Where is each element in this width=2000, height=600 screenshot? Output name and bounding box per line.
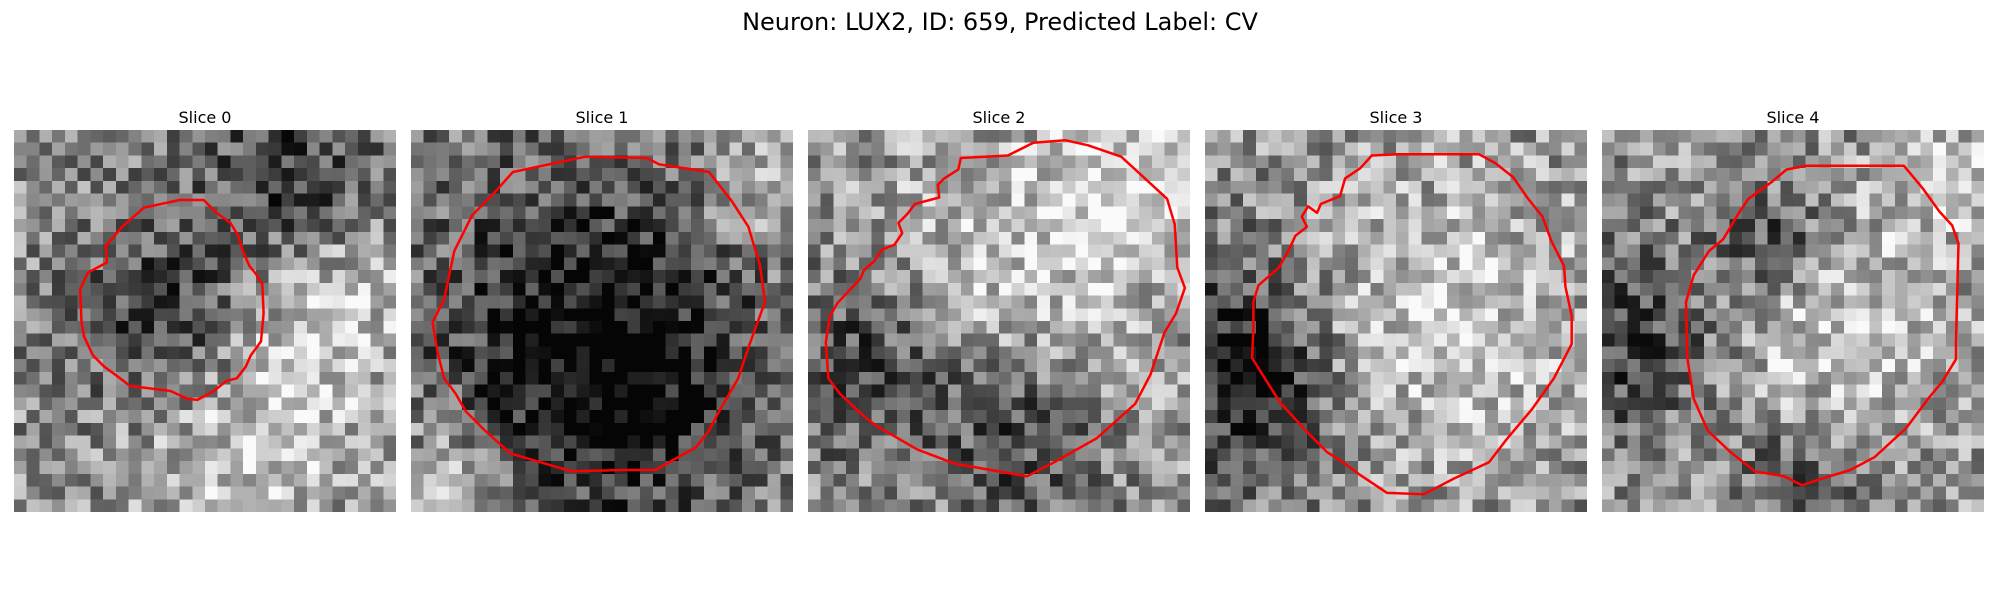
- slice-image: [411, 130, 793, 512]
- segmentation-contour: [431, 155, 767, 473]
- pixel-grid: [1602, 130, 1984, 512]
- slice-title: Slice 1: [575, 108, 629, 127]
- slice-panel-1: Slice 1: [411, 108, 793, 512]
- slice-panel-4: Slice 4: [1602, 108, 1984, 512]
- slice-panel-2: Slice 2: [808, 108, 1190, 512]
- pixel-grid: [411, 130, 793, 512]
- slice-panel-0: Slice 0: [14, 108, 396, 512]
- slice-image: [808, 130, 1190, 512]
- slice-image: [1602, 130, 1984, 512]
- slice-panel-3: Slice 3: [1205, 108, 1587, 512]
- figure-title: Neuron: LUX2, ID: 659, Predicted Label: …: [742, 8, 1258, 36]
- segmentation-contour: [78, 198, 265, 402]
- pixel-grid: [808, 130, 1190, 512]
- slice-title: Slice 4: [1766, 108, 1820, 127]
- segmentation-contour: [824, 138, 1187, 478]
- slice-image: [1205, 130, 1587, 512]
- pixel-grid: [1205, 130, 1587, 512]
- slice-title: Slice 2: [972, 108, 1026, 127]
- pixel-grid: [14, 130, 396, 512]
- slice-title: Slice 3: [1369, 108, 1423, 127]
- segmentation-contour: [1250, 152, 1573, 496]
- segmentation-contour: [1684, 164, 1960, 487]
- slice-title: Slice 0: [178, 108, 232, 127]
- slice-image: [14, 130, 396, 512]
